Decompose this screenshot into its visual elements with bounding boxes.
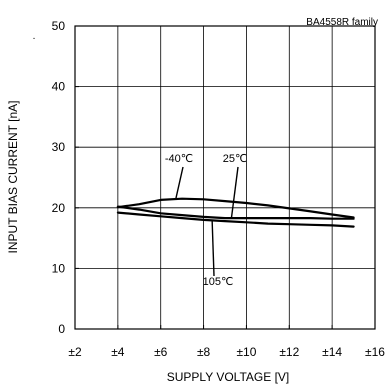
annotation-leader	[175, 166, 184, 200]
series-annotation-label: 105℃	[203, 276, 234, 288]
annotation-leader	[230, 166, 239, 219]
y-tick-label: 20	[52, 201, 66, 215]
annotations: -40℃ 25℃ 105℃	[165, 153, 247, 288]
y-tick-label: 10	[52, 261, 66, 275]
x-tick-label: ±10	[236, 345, 256, 359]
y-tick-label: 50	[52, 19, 66, 33]
series-line-2	[116, 205, 355, 220]
x-tick-label: ±2	[68, 345, 82, 359]
y-axis-title: INPUT BIAS CURRENT [nA]	[6, 101, 20, 254]
x-axis-title: SUPPLY VOLTAGE [V]	[167, 370, 290, 384]
series-lines	[116, 197, 355, 228]
plot-frame	[74, 25, 376, 330]
axis-ticks	[74, 25, 376, 330]
y-tick-label: 0	[58, 322, 65, 336]
x-tick-label: ±8	[197, 345, 211, 359]
series-line-1	[116, 197, 355, 219]
y-tick-label: 40	[52, 80, 66, 94]
corner-label: BA4558R family	[306, 17, 378, 28]
x-tick-label: ±14	[322, 345, 342, 359]
series-annotation-label: 25℃	[223, 153, 248, 165]
x-tick-label: ±4	[111, 345, 125, 359]
series-annotation-label: -40℃	[165, 153, 193, 165]
x-tick-label: ±12	[279, 345, 299, 359]
x-tick-label: ±6	[154, 345, 168, 359]
tick-labels: ±2 ±4 ±6 ±8 ±10 ±12 ±14 ±16 0 10 20 30 40 50	[52, 19, 386, 359]
annotation-leaders	[175, 166, 239, 277]
annotation-leader	[211, 220, 215, 277]
corner-dot: .	[33, 31, 36, 42]
x-tick-label: ±16	[365, 345, 385, 359]
y-tick-label: 30	[52, 140, 66, 154]
series-line-3	[116, 211, 355, 228]
